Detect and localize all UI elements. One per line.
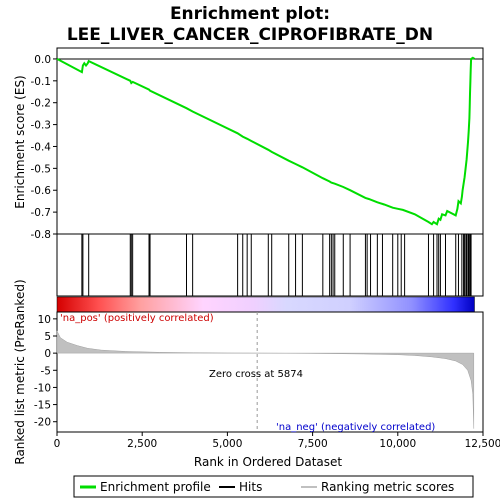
hits-frame bbox=[56, 233, 484, 297]
legend-box bbox=[73, 475, 474, 498]
rank-x-tick-label: 0 bbox=[54, 438, 61, 450]
metric-axis-label: Ranked list metric (PreRanked) bbox=[13, 279, 27, 464]
metric-plot-frame bbox=[56, 311, 484, 433]
rank-axis-label: Rank in Ordered Dataset bbox=[194, 455, 342, 469]
legend-enrichment-label: Enrichment profile bbox=[100, 480, 211, 494]
rank-x-tick-label: 5,000 bbox=[212, 438, 242, 450]
es-panel: 0.0 -0.1 -0.2 -0.3 -0.4 -0.5 -0.6 -0.7 -0.8 bbox=[31, 47, 484, 241]
legend-hits-label: Hits bbox=[239, 480, 262, 494]
metric-y-tick-label: -10 bbox=[34, 382, 51, 394]
es-y-tick-label: -0.1 bbox=[31, 76, 52, 88]
es-y-tick-label: -0.3 bbox=[31, 120, 52, 132]
es-y-tick-label: 0.0 bbox=[34, 54, 51, 66]
metric-y-tick-label: -20 bbox=[34, 417, 51, 429]
enrichment-profile-line bbox=[56, 56, 476, 226]
hits-panel bbox=[56, 233, 484, 313]
es-axis-label: Enrichment score (ES) bbox=[13, 75, 27, 208]
rank-x-tick-label: 12,500 bbox=[465, 438, 500, 450]
es-y-tick-label: -0.4 bbox=[31, 141, 52, 153]
metric-y-tick-label: 5 bbox=[44, 331, 51, 343]
chart-legend: Enrichment profile Hits Ranking metric sco… bbox=[73, 475, 474, 498]
rank-x-tick-label: 10,000 bbox=[379, 438, 416, 450]
metric-y-tick-label: -5 bbox=[41, 365, 51, 377]
es-y-tick-label: -0.8 bbox=[31, 229, 52, 241]
es-y-tick-label: -0.7 bbox=[31, 207, 52, 219]
zero-cross-label: Zero cross at 5874 bbox=[209, 369, 303, 380]
ranking-metric-area bbox=[56, 330, 475, 429]
es-y-tick-label: -0.6 bbox=[31, 185, 52, 197]
metric-y-tick-label: 0 bbox=[44, 348, 51, 360]
rank-x-tick-label: 2,500 bbox=[127, 438, 157, 450]
metric-y-tick-label: 10 bbox=[38, 314, 51, 326]
chart-title-line2: LEE_LIVER_CANCER_CIPROFIBRATE_DN bbox=[67, 25, 433, 45]
rank-color-bar bbox=[56, 296, 475, 313]
rank-x-tick-label: 7,500 bbox=[298, 438, 328, 450]
chart-title-line1: Enrichment plot: bbox=[170, 4, 330, 24]
es-y-tick-label: -0.2 bbox=[31, 98, 52, 110]
legend-metric-label: Ranking metric scores bbox=[321, 480, 454, 494]
positive-correlation-label: 'na_pos' (positively correlated) bbox=[60, 313, 214, 324]
metric-y-tick-label: -15 bbox=[34, 400, 51, 412]
es-y-tick-label: -0.5 bbox=[31, 163, 52, 175]
negative-correlation-label: 'na_neg' (negatively correlated) bbox=[276, 422, 435, 433]
